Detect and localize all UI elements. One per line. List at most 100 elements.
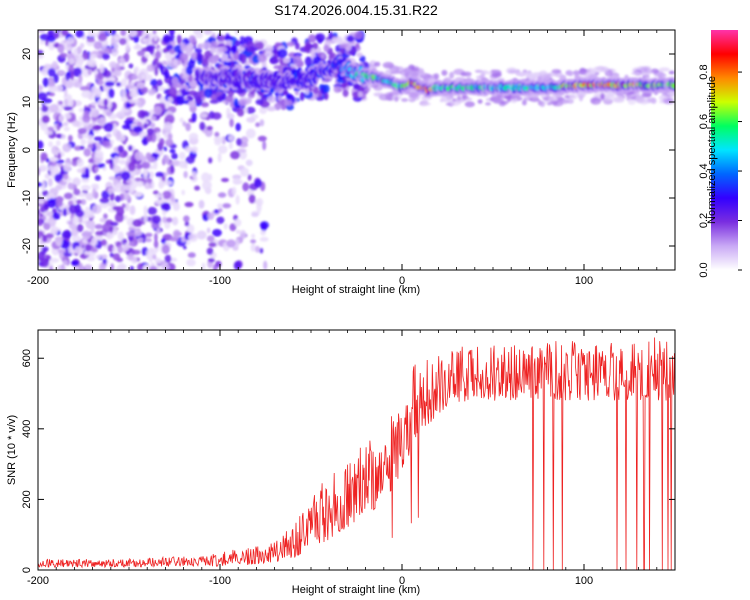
snr-x-tick-label: 100: [575, 575, 593, 587]
heatmap-cell: [565, 70, 574, 76]
heatmap-cell: [136, 181, 144, 187]
heatmap-cell: [263, 260, 268, 270]
heatmap-cell: [52, 212, 61, 220]
heatmap-cell: [477, 99, 483, 104]
heatmap-cell: [62, 143, 72, 153]
heatmap-cell: [460, 71, 472, 77]
heatmap-cell: [169, 86, 176, 94]
heatmap-cell: [129, 265, 134, 270]
heatmap-cell: [150, 180, 155, 190]
heatmap-cell: [169, 49, 176, 55]
heatmap-cell: [207, 212, 215, 220]
heatmap-cell: [277, 48, 288, 59]
heatmap-cell: [195, 95, 202, 105]
heatmap-cell: [406, 70, 418, 76]
heatmap-cell: [141, 161, 151, 169]
heatmap-cell: [186, 258, 196, 267]
heatmap-cell: [292, 55, 302, 65]
heatmap-cell: [146, 45, 153, 52]
heatmap-cell: [635, 98, 645, 104]
heatmap-cell: [236, 138, 243, 146]
heatmap-cell: [267, 95, 277, 103]
heatmap-cell: [181, 189, 185, 196]
heatmap-cell: [236, 148, 247, 153]
heatmap-cell: [62, 259, 69, 266]
heatmap-cell: [64, 113, 72, 120]
heatmap-cell: [163, 180, 173, 186]
heatmap-cell: [85, 206, 90, 211]
heatmap-cell: [125, 102, 131, 109]
heatmap-cell: [356, 52, 363, 58]
heatmap-cell: [50, 165, 60, 174]
heatmap-cell: [658, 67, 671, 72]
heatmap-cell: [259, 106, 267, 115]
heatmap-cell: [39, 33, 50, 41]
heatmap-cell: [47, 30, 55, 38]
heatmap-cell: [230, 150, 241, 160]
heatmap-cell: [248, 194, 256, 204]
heatmap-cell: [38, 50, 44, 55]
heatmap-cell: [71, 260, 79, 266]
heatmap-cell: [217, 152, 222, 163]
heatmap-cell: [323, 44, 330, 52]
heatmap-cell: [153, 57, 159, 65]
heatmap-cell: [104, 47, 114, 54]
heatmap-cell: [55, 184, 62, 191]
heatmap-cell: [109, 191, 115, 202]
heatmap-cell: [433, 73, 440, 80]
heatmap-cell: [159, 64, 164, 73]
heatmap-cell: [86, 38, 96, 43]
heatmap-cell: [163, 146, 168, 152]
heatmap-cell: [117, 231, 124, 241]
heatmap-cell: [278, 64, 284, 74]
heatmap-cell: [67, 37, 75, 44]
spectrogram-y-tick-label: 10: [21, 96, 33, 108]
heatmap-cell: [97, 163, 106, 169]
heatmap-cell: [128, 63, 134, 69]
heatmap-cell: [227, 90, 234, 97]
heatmap-cell: [327, 59, 332, 65]
heatmap-cell: [99, 63, 105, 74]
colorbar: 0.0 0.2 0.4 0.6 0.8 Normalized spectral ampl…: [698, 30, 742, 278]
heatmap-cell: [282, 89, 289, 96]
heatmap-cell: [107, 201, 117, 207]
heatmap-cell: [260, 96, 269, 101]
heatmap-cell: [76, 46, 82, 55]
heatmap-cell: [96, 79, 104, 86]
heatmap-cell: [133, 230, 142, 237]
heatmap-cell: [308, 34, 317, 43]
heatmap-cell: [80, 138, 86, 146]
heatmap-cell: [115, 82, 122, 87]
heatmap-cell: [110, 263, 114, 270]
heatmap-cell: [164, 114, 175, 124]
heatmap-cell: [441, 69, 448, 76]
heatmap-cell: [136, 71, 145, 82]
heatmap-cell: [233, 98, 239, 107]
heatmap-cell: [48, 92, 56, 97]
heatmap-cell: [225, 95, 234, 103]
heatmap-cell: [184, 91, 190, 96]
heatmap-cell: [118, 58, 126, 64]
snr-y-ticks: 0 200 400 600: [21, 349, 675, 573]
heatmap-cell: [181, 88, 187, 97]
heatmap-cell: [668, 70, 675, 75]
snr-y-tick-label: 0: [21, 567, 33, 573]
heatmap-cell: [200, 112, 208, 119]
heatmap-cell: [153, 190, 159, 195]
heatmap-cell: [101, 254, 108, 259]
heatmap-cell: [38, 140, 44, 150]
heatmap-cell: [485, 102, 491, 106]
heatmap-cell: [128, 241, 135, 247]
heatmap-cell: [47, 35, 56, 43]
heatmap-cell: [91, 247, 98, 253]
heatmap-cell: [188, 35, 196, 44]
heatmap-cell: [255, 99, 264, 105]
heatmap-cell: [58, 100, 64, 105]
heatmap-cell: [101, 140, 111, 147]
spectrogram-y-tick-label: -20: [21, 238, 33, 254]
heatmap-cell: [217, 203, 223, 209]
heatmap-cell: [185, 122, 191, 132]
heatmap-cell: [247, 96, 252, 104]
heatmap-cell: [91, 125, 102, 131]
heatmap-cell: [202, 180, 212, 191]
